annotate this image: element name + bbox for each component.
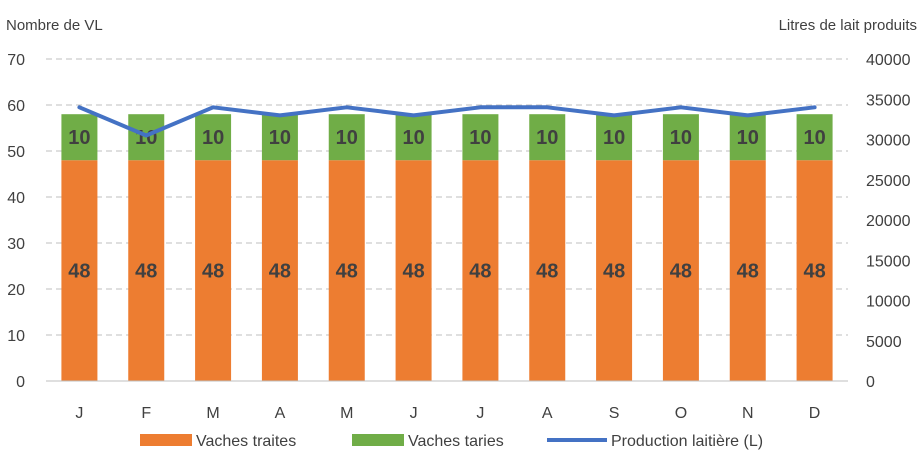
legend-swatch [140, 434, 192, 446]
y-tick-label: 60 [7, 98, 25, 115]
legend-label: Vaches taries [408, 433, 504, 450]
bar-value-label: 48 [603, 261, 625, 283]
x-tick-label: O [675, 405, 687, 422]
y2-tick-label: 5000 [866, 334, 902, 351]
bar-value-label: 10 [536, 127, 558, 149]
y2-tick-label: 25000 [866, 173, 911, 190]
line-production-laitiere [79, 107, 814, 135]
x-tick-label: J [476, 405, 484, 422]
y-tick-label: 10 [7, 328, 25, 345]
y-axis-title: Nombre de VL [6, 17, 103, 34]
x-tick-label: J [410, 405, 418, 422]
bar-value-label: 10 [202, 127, 224, 149]
y2-tick-label: 20000 [866, 213, 911, 230]
bars [61, 114, 832, 381]
bar-value-label: 10 [603, 127, 625, 149]
bar-value-label: 48 [803, 261, 825, 283]
bar-value-label: 48 [269, 261, 291, 283]
bar-value-label: 10 [68, 127, 90, 149]
bar-value-label: 10 [737, 127, 759, 149]
y2-tick-label: 30000 [866, 133, 911, 150]
bar-value-label: 48 [68, 261, 90, 283]
x-tick-label: S [609, 405, 620, 422]
legend-item: Production laitière (L) [547, 433, 763, 450]
legend-swatch [352, 434, 404, 446]
y-tick-label: 20 [7, 282, 25, 299]
legend-label: Vaches traites [196, 433, 296, 450]
production-line [79, 107, 814, 135]
bar-value-label: 48 [737, 261, 759, 283]
x-tick-label: M [206, 405, 219, 422]
legend-item: Vaches taries [352, 433, 504, 450]
bar-value-label: 48 [336, 261, 358, 283]
y2-axis-title: Litres de lait produits [779, 17, 917, 34]
y-tick-label: 50 [7, 144, 25, 161]
y-tick-label: 30 [7, 236, 25, 253]
y-tick-label: 70 [7, 52, 25, 69]
bar-value-label: 48 [202, 261, 224, 283]
bar-value-label: 48 [670, 261, 692, 283]
legend-label: Production laitière (L) [611, 433, 763, 450]
bar-value-label: 48 [469, 261, 491, 283]
x-tick-label: N [742, 405, 754, 422]
bar-value-label: 10 [336, 127, 358, 149]
x-tick-label: A [275, 405, 286, 422]
bar-value-label: 10 [803, 127, 825, 149]
y2-tick-label: 15000 [866, 253, 911, 270]
legend-item: Vaches traites [140, 433, 296, 450]
y2-tick-label: 35000 [866, 92, 911, 109]
bar-value-label: 10 [469, 127, 491, 149]
gridlines [46, 59, 848, 335]
bar-value-label: 48 [536, 261, 558, 283]
bar-value-label: 48 [135, 261, 157, 283]
x-tick-label: A [542, 405, 553, 422]
x-tick-label: M [340, 405, 353, 422]
y-tick-label: 0 [16, 374, 25, 391]
y2-tick-label: 40000 [866, 52, 911, 69]
bar-value-label: 10 [402, 127, 424, 149]
y2-tick-label: 0 [866, 374, 875, 391]
legend: Vaches traites Vaches taries Production la… [140, 433, 763, 450]
y2-axis-ticks: 0 5000 10000 15000 20000 25000 30000 35000 40000 [866, 52, 911, 391]
y-axis-ticks: 0 10 20 30 40 50 60 70 [7, 52, 25, 391]
bar-value-label: 48 [402, 261, 424, 283]
y-tick-label: 40 [7, 190, 25, 207]
x-tick-label: J [75, 405, 83, 422]
y2-tick-label: 10000 [866, 294, 911, 311]
x-tick-label: D [809, 405, 821, 422]
bar-value-label: 10 [670, 127, 692, 149]
bar-value-label: 10 [269, 127, 291, 149]
x-tick-label: F [141, 405, 151, 422]
